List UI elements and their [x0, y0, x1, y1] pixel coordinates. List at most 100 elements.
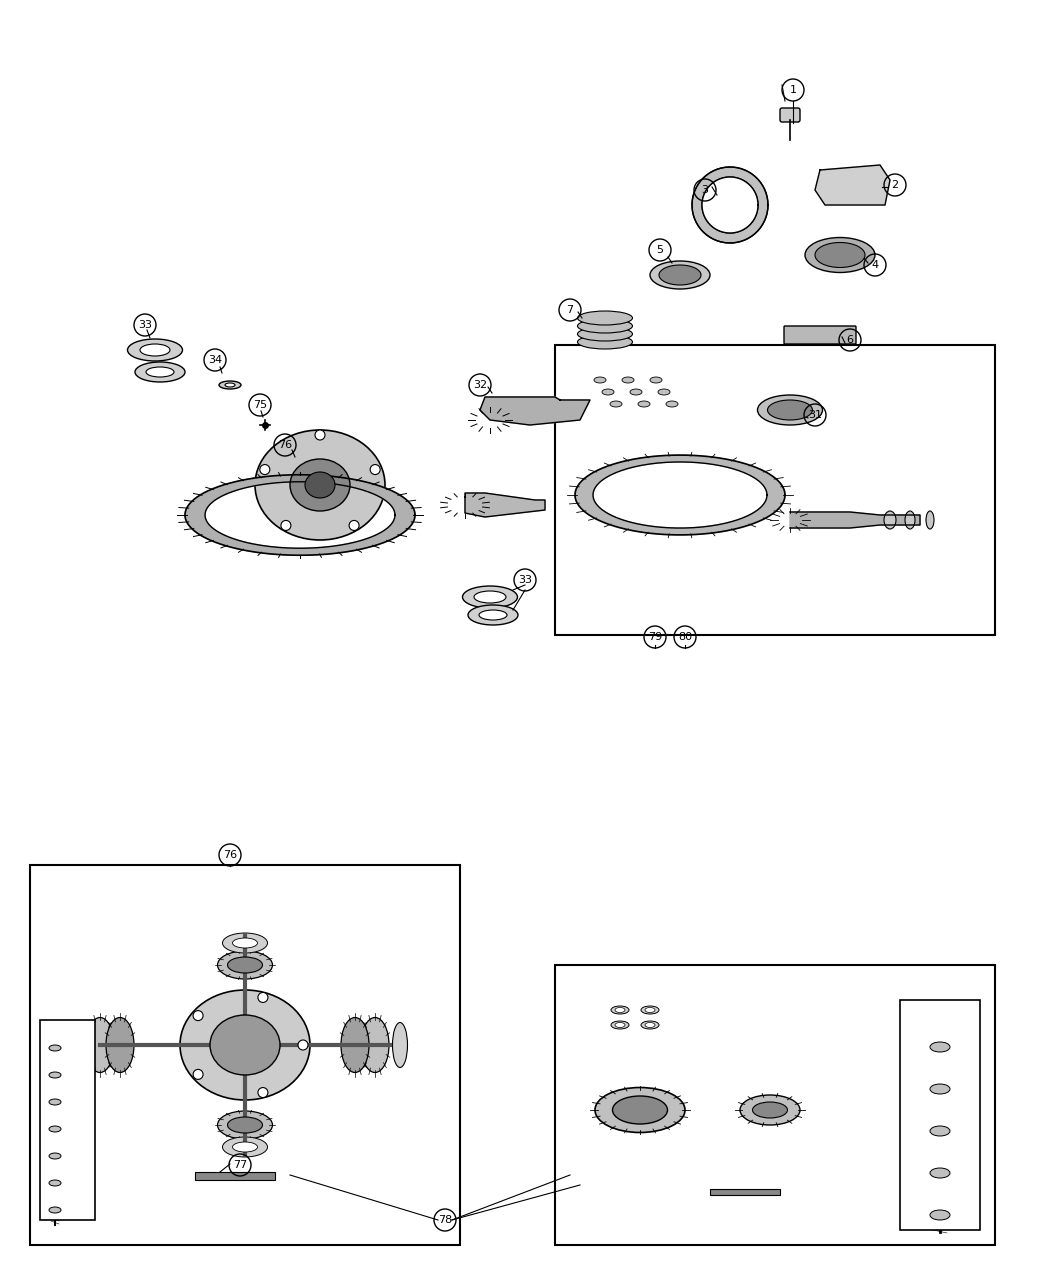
Ellipse shape	[135, 362, 185, 382]
Ellipse shape	[612, 1096, 668, 1125]
Ellipse shape	[49, 1153, 61, 1159]
Ellipse shape	[462, 586, 518, 608]
Ellipse shape	[740, 1095, 800, 1125]
Ellipse shape	[615, 1007, 625, 1012]
Text: 31: 31	[808, 411, 822, 419]
Text: 78: 78	[438, 1215, 453, 1225]
Ellipse shape	[930, 1126, 950, 1136]
Bar	[555, 965, 995, 1244]
Ellipse shape	[610, 402, 622, 407]
Bar	[30, 864, 460, 1244]
Text: 4: 4	[872, 260, 879, 270]
Ellipse shape	[659, 265, 701, 286]
Circle shape	[281, 520, 291, 530]
Ellipse shape	[805, 237, 875, 273]
Ellipse shape	[930, 1042, 950, 1052]
Circle shape	[349, 520, 359, 530]
Text: 33: 33	[518, 575, 532, 585]
Ellipse shape	[595, 1088, 685, 1132]
Polygon shape	[790, 513, 920, 528]
Polygon shape	[185, 474, 415, 555]
Ellipse shape	[578, 326, 632, 340]
Text: 76: 76	[278, 440, 292, 450]
Ellipse shape	[768, 400, 813, 419]
Ellipse shape	[106, 1017, 134, 1072]
Text: 79: 79	[648, 632, 663, 643]
Ellipse shape	[67, 1023, 83, 1067]
Ellipse shape	[468, 606, 518, 625]
Ellipse shape	[622, 377, 634, 382]
Bar	[710, 1190, 780, 1195]
Ellipse shape	[361, 1017, 388, 1072]
Ellipse shape	[304, 472, 335, 499]
Ellipse shape	[666, 402, 678, 407]
Text: 77: 77	[233, 1160, 247, 1170]
Ellipse shape	[594, 377, 606, 382]
Ellipse shape	[638, 402, 650, 407]
Ellipse shape	[615, 1023, 625, 1028]
Ellipse shape	[219, 381, 242, 389]
Ellipse shape	[228, 958, 262, 973]
Text: 76: 76	[223, 850, 237, 861]
Bar	[40, 1020, 94, 1220]
Ellipse shape	[228, 1117, 262, 1133]
Ellipse shape	[630, 389, 642, 395]
Circle shape	[193, 1011, 203, 1020]
Ellipse shape	[926, 511, 934, 529]
Ellipse shape	[930, 1084, 950, 1094]
Ellipse shape	[49, 1179, 61, 1186]
Polygon shape	[465, 493, 545, 516]
Ellipse shape	[49, 1046, 61, 1051]
FancyBboxPatch shape	[780, 108, 800, 122]
Text: 7: 7	[566, 305, 573, 315]
FancyBboxPatch shape	[784, 326, 856, 344]
Bar	[195, 1172, 275, 1179]
Ellipse shape	[640, 1006, 659, 1014]
Ellipse shape	[602, 389, 614, 395]
Ellipse shape	[611, 1021, 629, 1029]
Ellipse shape	[232, 1142, 257, 1153]
Circle shape	[259, 464, 270, 474]
Ellipse shape	[223, 933, 268, 952]
Ellipse shape	[49, 1099, 61, 1105]
Ellipse shape	[479, 609, 507, 620]
Text: 80: 80	[678, 632, 692, 643]
Ellipse shape	[930, 1210, 950, 1220]
Ellipse shape	[474, 592, 506, 603]
Ellipse shape	[290, 459, 350, 511]
Ellipse shape	[753, 1102, 788, 1118]
Ellipse shape	[217, 951, 273, 979]
Polygon shape	[480, 397, 590, 425]
Ellipse shape	[905, 511, 915, 529]
Text: 5: 5	[656, 245, 664, 255]
Ellipse shape	[49, 1207, 61, 1213]
Ellipse shape	[210, 1015, 280, 1075]
Circle shape	[258, 1088, 268, 1098]
Circle shape	[315, 430, 326, 440]
Circle shape	[193, 1070, 203, 1080]
Ellipse shape	[341, 1017, 369, 1072]
Ellipse shape	[86, 1017, 114, 1072]
Ellipse shape	[815, 242, 865, 268]
Ellipse shape	[578, 335, 632, 349]
Ellipse shape	[650, 377, 662, 382]
Ellipse shape	[232, 938, 257, 949]
Text: 33: 33	[138, 320, 152, 330]
Ellipse shape	[578, 319, 632, 333]
Text: 1: 1	[790, 85, 797, 96]
Bar	[900, 1000, 980, 1230]
Ellipse shape	[611, 1006, 629, 1014]
Polygon shape	[575, 455, 785, 536]
Text: 3: 3	[701, 185, 709, 195]
Ellipse shape	[645, 1007, 655, 1012]
Ellipse shape	[640, 1021, 659, 1029]
Circle shape	[692, 167, 768, 244]
Ellipse shape	[140, 344, 170, 356]
Ellipse shape	[757, 395, 822, 425]
Text: 75: 75	[253, 400, 267, 411]
Polygon shape	[815, 164, 890, 205]
Ellipse shape	[255, 430, 385, 541]
Ellipse shape	[49, 1126, 61, 1132]
Ellipse shape	[393, 1023, 407, 1067]
Ellipse shape	[578, 311, 632, 325]
